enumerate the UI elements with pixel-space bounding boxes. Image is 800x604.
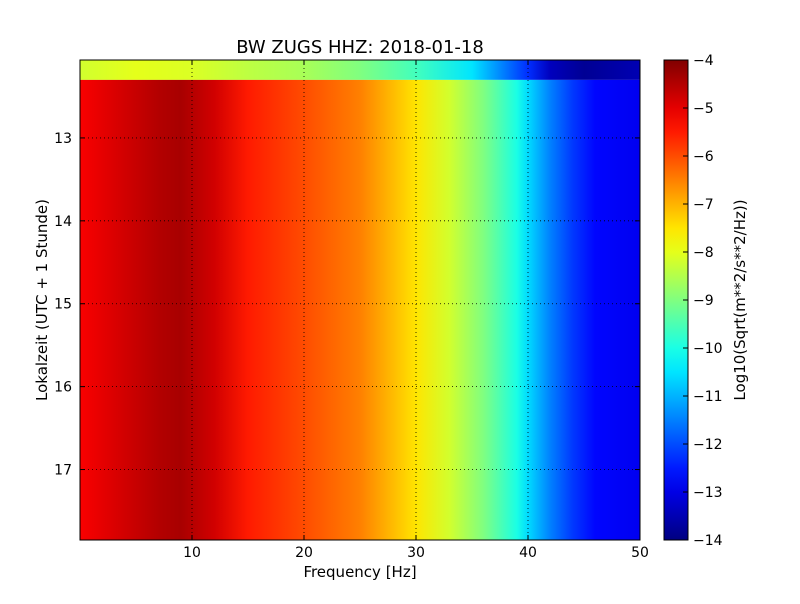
x-tick-label: 30 [407, 545, 425, 561]
y-axis: 13 14 15 16 17 [54, 131, 640, 479]
y-tick-label: 13 [54, 131, 72, 147]
colorbar-tick-label: −12 [693, 437, 723, 453]
colorbar-tick-label: −6 [693, 149, 714, 165]
y-tick-label: 16 [54, 380, 72, 396]
colorbar-tick-label: −10 [693, 341, 723, 357]
x-axis-label: Frequency [Hz] [303, 563, 416, 581]
grid-lines [80, 60, 640, 540]
colorbar-label: Log10(Sqrt(m**2/s**2/Hz)) [731, 199, 749, 400]
x-tick-label: 40 [519, 545, 537, 561]
colorbar-tick-label: −8 [693, 245, 714, 261]
y-tick-label: 14 [54, 214, 72, 230]
x-tick-label: 10 [183, 545, 201, 561]
colorbar-tick-label: −13 [693, 485, 723, 501]
y-tick-label: 15 [54, 297, 72, 313]
colorbar-tick-label: −14 [693, 533, 723, 549]
colorbar-tick-label: −7 [693, 197, 714, 213]
colorbar-tick-label: −9 [693, 293, 714, 309]
spectrogram-band-0 [80, 60, 640, 80]
plot-frame [79, 59, 641, 541]
x-axis: 10 20 30 40 50 [183, 60, 649, 561]
colorbar-tick-label: −5 [693, 101, 714, 117]
colorbar-tick-label: −11 [693, 389, 723, 405]
y-axis-label: Lokalzeit (UTC + 1 Stunde) [33, 199, 51, 401]
spectrogram-band-1 [80, 79, 640, 541]
x-tick-label: 50 [631, 545, 649, 561]
colorbar-axis: −4 −5 −6 −7 −8 −9 −10 −11 −12 −13 −14 [683, 53, 723, 549]
plot-area [80, 60, 640, 541]
x-tick-label: 20 [295, 545, 313, 561]
y-tick-label: 17 [54, 463, 72, 479]
colorbar-tick-label: −4 [693, 53, 714, 69]
chart-title: BW ZUGS HHZ: 2018-01-18 [236, 37, 484, 58]
